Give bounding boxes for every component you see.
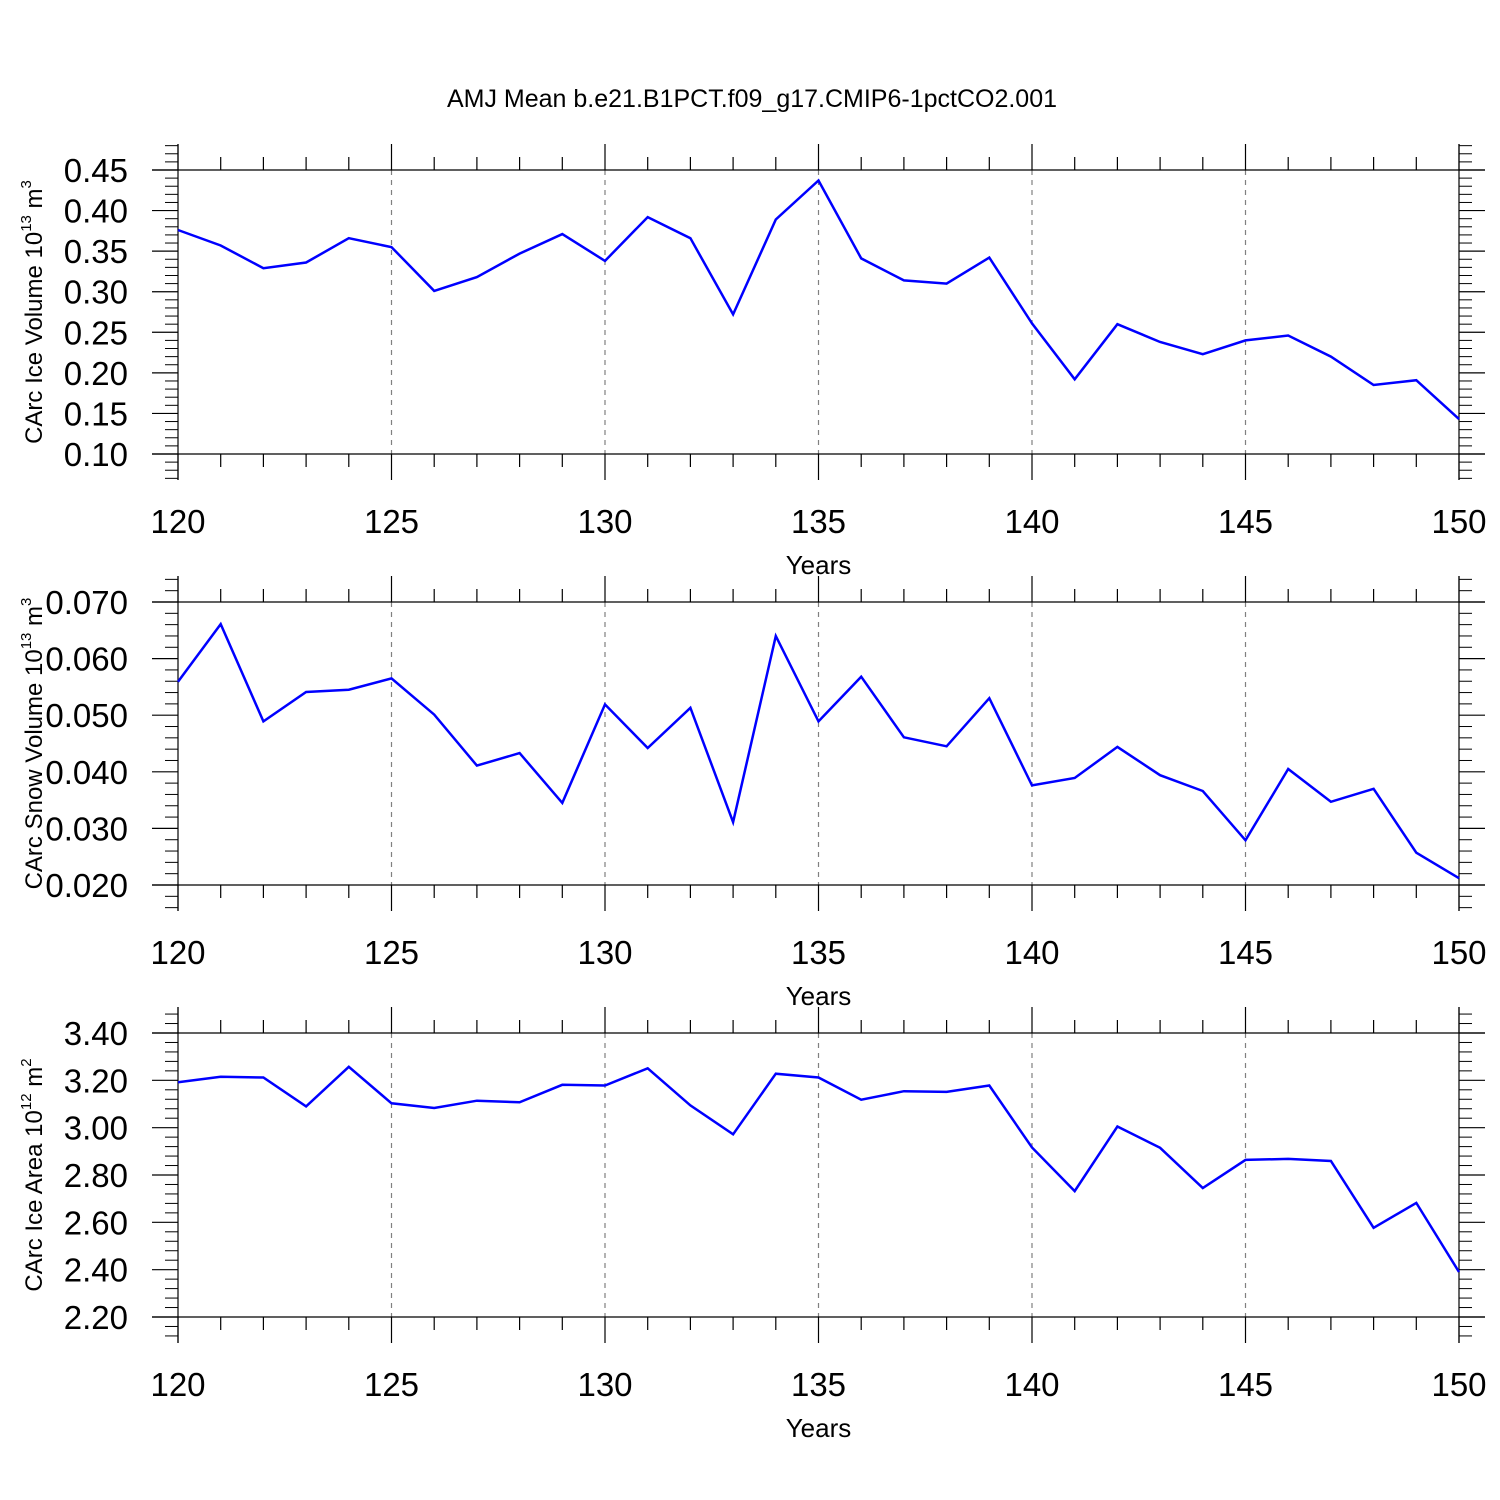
y-tick-label: 0.25 — [64, 314, 128, 351]
y-tick-label: 0.060 — [45, 641, 128, 678]
y-axis-label: CArc Ice Area 1012 m2 — [18, 1058, 48, 1291]
y-tick-label: 2.60 — [64, 1204, 128, 1241]
y-tick-label: 2.40 — [64, 1252, 128, 1289]
y-tick-label: 0.070 — [45, 584, 128, 621]
x-tick-label: 125 — [364, 934, 419, 971]
x-tick-label: 120 — [150, 503, 205, 540]
y-tick-label: 3.40 — [64, 1015, 128, 1052]
y-tick-label: 0.40 — [64, 193, 128, 230]
x-tick-label: 135 — [791, 934, 846, 971]
x-tick-label: 145 — [1218, 503, 1273, 540]
y-tick-label: 2.20 — [64, 1299, 128, 1336]
x-tick-label: 145 — [1218, 1366, 1273, 1403]
x-axis-label: Years — [786, 1413, 852, 1443]
y-tick-label: 2.80 — [64, 1157, 128, 1194]
x-axis-label: Years — [786, 981, 852, 1011]
y-tick-label: 0.020 — [45, 867, 128, 904]
y-axis-label: CArc Snow Volume 1013 m3 — [18, 598, 48, 890]
x-tick-label: 130 — [577, 934, 632, 971]
x-tick-label: 145 — [1218, 934, 1273, 971]
x-tick-label: 140 — [1004, 934, 1059, 971]
y-tick-label: 0.15 — [64, 395, 128, 432]
y-axis-label: CArc Ice Volume 1013 m3 — [18, 180, 48, 444]
x-tick-label: 125 — [364, 1366, 419, 1403]
chart-panel-2: 0.020 0.030 0.040 0.050 0.060 0.070 120 125 130 1… — [18, 576, 1487, 1011]
y-tick-label: 0.050 — [45, 697, 128, 734]
y-tick-label: 0.20 — [64, 355, 128, 392]
x-tick-label: 135 — [791, 1366, 846, 1403]
x-axis-label: Years — [786, 550, 852, 580]
y-tick-label: 0.040 — [45, 754, 128, 791]
chart-title: AMJ Mean b.e21.B1PCT.f09_g17.CMIP6-1pctC… — [447, 85, 1057, 113]
x-tick-label: 120 — [150, 934, 205, 971]
chart-panel-3: 2.20 2.40 2.60 2.80 3.00 3.20 3.40 120 125 130 135… — [18, 1007, 1487, 1443]
x-tick-label: 150 — [1431, 1366, 1486, 1403]
y-tick-label: 0.45 — [64, 152, 128, 189]
x-tick-label: 140 — [1004, 1366, 1059, 1403]
x-tick-label: 130 — [577, 1366, 632, 1403]
chart-panel-1: 0.10 0.150.20 0.250.30 0.350.40 0.45 120 125 13… — [18, 144, 1487, 580]
x-tick-label: 120 — [150, 1366, 205, 1403]
y-tick-label: 0.10 — [64, 436, 128, 473]
y-tick-label: 0.030 — [45, 810, 128, 847]
y-tick-label: 3.00 — [64, 1110, 128, 1147]
x-tick-label: 150 — [1431, 934, 1486, 971]
x-tick-label: 125 — [364, 503, 419, 540]
y-tick-label: 3.20 — [64, 1062, 128, 1099]
x-tick-label: 150 — [1431, 503, 1486, 540]
x-tick-label: 140 — [1004, 503, 1059, 540]
y-tick-label: 0.35 — [64, 233, 128, 270]
x-tick-label: 135 — [791, 503, 846, 540]
y-tick-label: 0.30 — [64, 274, 128, 311]
panels: 0.10 0.150.20 0.250.30 0.350.40 0.45 120 125 13… — [18, 144, 1487, 1443]
x-tick-label: 130 — [577, 503, 632, 540]
